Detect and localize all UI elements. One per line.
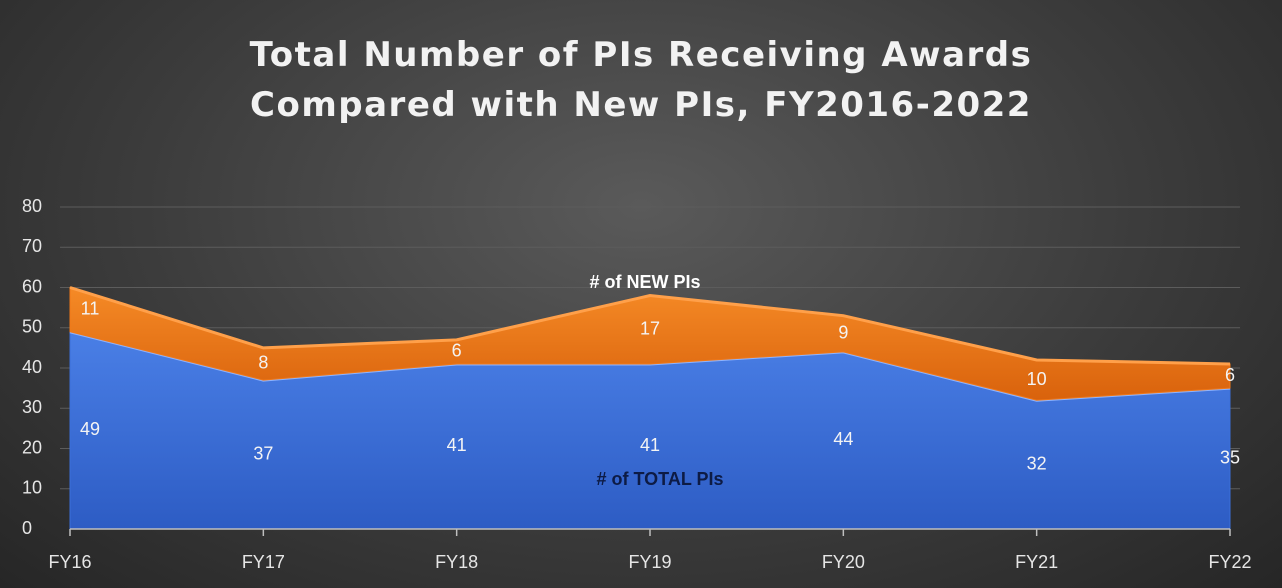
x-tick-label: FY19 [628, 552, 671, 572]
data-label: 17 [640, 319, 660, 339]
series-label: # of TOTAL PIs [596, 469, 723, 489]
data-label: 6 [1225, 365, 1235, 385]
data-label: 6 [452, 341, 462, 361]
data-label: 37 [253, 443, 273, 463]
data-label: 32 [1027, 453, 1047, 473]
data-label: 10 [1027, 369, 1047, 389]
data-label: 11 [81, 298, 100, 318]
y-tick-label: 50 [22, 317, 42, 337]
y-tick-label: 30 [22, 397, 42, 417]
x-tick-label: FY17 [242, 552, 285, 572]
y-tick-label: 0 [22, 518, 32, 538]
data-label: 41 [640, 435, 660, 455]
y-tick-label: 70 [22, 236, 42, 256]
data-label: 9 [838, 323, 848, 343]
y-tick-label: 80 [22, 196, 42, 216]
x-tick-label: FY21 [1015, 552, 1058, 572]
data-label: 44 [833, 429, 853, 449]
x-tick-label: FY22 [1208, 552, 1251, 572]
data-label: 8 [258, 353, 268, 373]
data-label: 49 [80, 419, 100, 439]
area-top-edge [69, 286, 1231, 366]
y-tick-label: 20 [22, 437, 42, 457]
x-tick-label: FY16 [48, 552, 91, 572]
data-label: 35 [1220, 447, 1240, 467]
y-tick-label: 10 [22, 478, 42, 498]
x-tick-label: FY20 [822, 552, 865, 572]
y-tick-label: 60 [22, 276, 42, 296]
chart-title: Total Number of PIs Receiving Awards Com… [249, 35, 1033, 125]
x-tick-label: FY18 [435, 552, 478, 572]
y-tick-label: 40 [22, 357, 42, 377]
data-label: 41 [447, 435, 467, 455]
series-label: # of NEW PIs [589, 272, 700, 292]
